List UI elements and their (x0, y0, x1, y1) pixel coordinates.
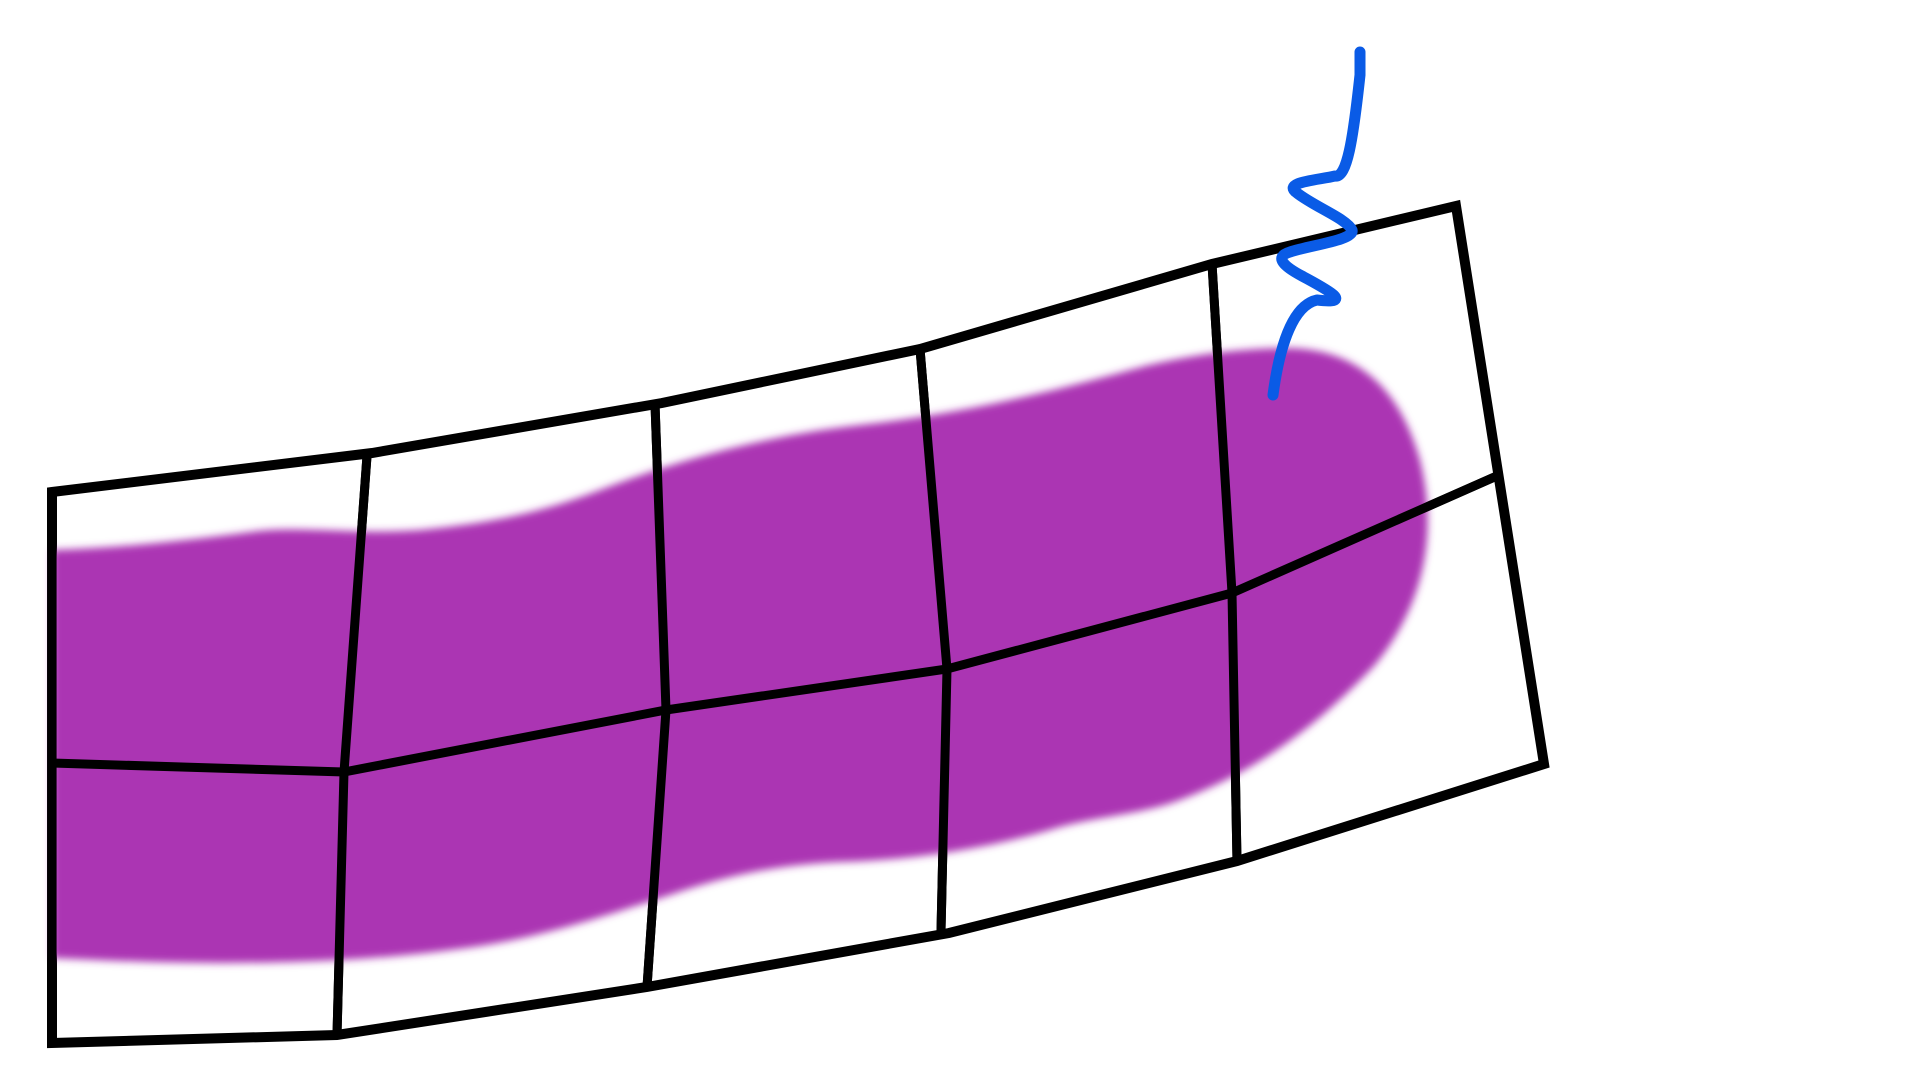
grid-overlay-horizontal-line (51, 470, 1501, 777)
curved-band-group (52, 348, 1428, 963)
wavy-line-icon (1267, 46, 1366, 401)
grid-overlay-vertical-line-3 (915, 348, 952, 932)
squiggle-group (1267, 46, 1366, 401)
grid-overlay-vertical-line-2 (642, 403, 671, 988)
grid-overlay-lines (47, 200, 1550, 1048)
grid-overlay-vertical-line-4 (1207, 263, 1242, 862)
grid-overlay-outer-boundary (47, 200, 1550, 1048)
blurred-curved-band (52, 348, 1428, 963)
grid-overlay-vertical-line-1 (332, 455, 372, 1036)
